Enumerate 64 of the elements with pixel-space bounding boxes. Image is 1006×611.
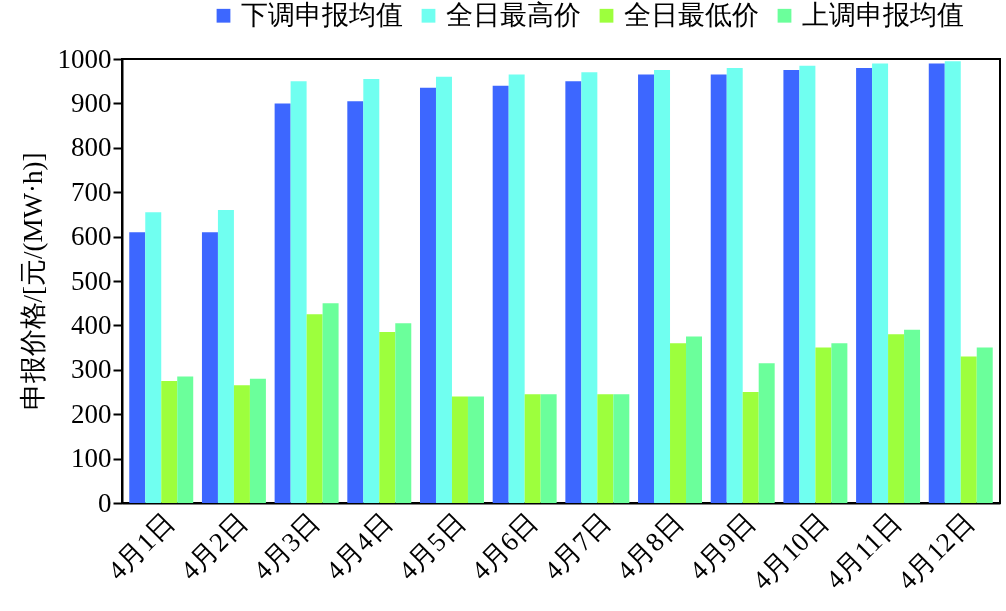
bar: [960, 356, 977, 503]
y-tick-label: 500: [71, 265, 112, 296]
bar: [944, 61, 961, 503]
bar: [710, 74, 727, 503]
bar: [508, 74, 525, 503]
y-tick-label: 0: [98, 487, 112, 518]
bar: [395, 323, 412, 503]
y-tick-label: 100: [71, 443, 112, 474]
y-axis-title: 申报价格/[元/(MW·h)]: [17, 152, 48, 411]
bar: [597, 394, 614, 503]
y-tick-label: 700: [71, 176, 112, 207]
bar: [783, 70, 800, 503]
bar: [815, 347, 832, 503]
bar: [467, 396, 484, 503]
bar: [249, 378, 266, 503]
bar: [435, 76, 452, 503]
bar: [613, 394, 630, 503]
legend-label: 上调申报均值: [802, 0, 964, 30]
bar: [904, 329, 921, 503]
legend-label: 下调申报均值: [241, 0, 403, 30]
bar: [799, 65, 816, 503]
bar: [581, 72, 598, 503]
bar: [274, 103, 291, 503]
y-tick-label: 400: [71, 309, 112, 340]
bar: [654, 70, 671, 503]
bar: [492, 85, 509, 503]
y-tick-label: 900: [71, 87, 112, 118]
bar: [524, 394, 541, 503]
bar: [217, 209, 234, 503]
bar: [161, 380, 178, 503]
bar: [726, 67, 743, 503]
y-tick-label: 600: [71, 221, 112, 252]
bar: [976, 347, 993, 503]
bar: [928, 63, 945, 503]
bar: [686, 336, 702, 503]
bar: [177, 376, 194, 503]
bar: [638, 74, 655, 503]
bar: [129, 232, 146, 503]
bar: [831, 343, 848, 503]
bar: [540, 394, 557, 503]
bar: [888, 334, 905, 503]
legend-label: 全日最高价: [446, 0, 581, 30]
bar: [306, 314, 323, 503]
bar: [145, 212, 162, 503]
bar: [742, 392, 759, 503]
legend-label: 全日最低价: [624, 0, 759, 30]
bar: [233, 385, 250, 503]
bar: [670, 343, 687, 503]
bar: [856, 67, 873, 503]
y-tick-label: 300: [71, 354, 112, 385]
bar: [420, 87, 436, 503]
bar: [322, 303, 339, 503]
bar: [363, 78, 380, 503]
bar: [565, 81, 582, 503]
y-tick-label: 800: [71, 132, 112, 163]
bar: [201, 232, 218, 503]
bar: [872, 63, 889, 503]
bar: [290, 81, 307, 503]
bar: [379, 332, 396, 503]
bar: [347, 101, 364, 503]
y-tick-label: 200: [71, 398, 112, 429]
y-tick-label: 1000: [57, 43, 112, 74]
bar: [451, 396, 468, 503]
bar: [758, 363, 775, 503]
